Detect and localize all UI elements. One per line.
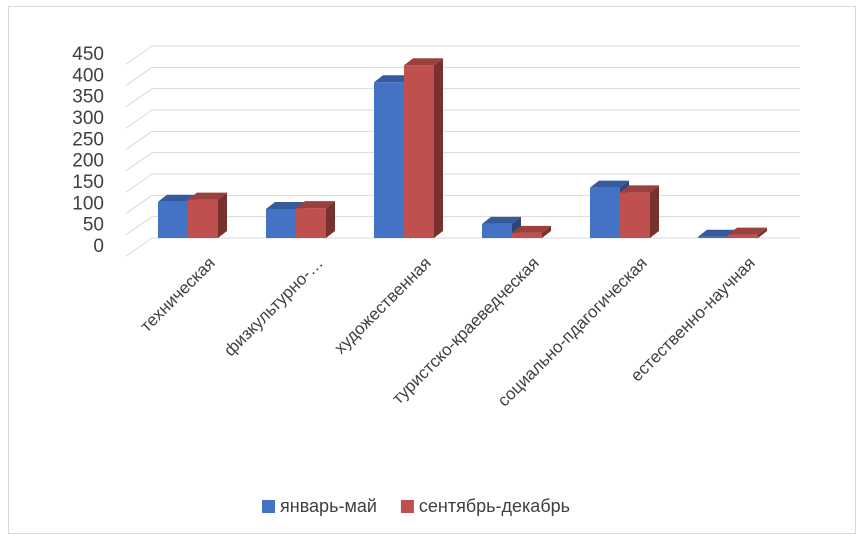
bar-top bbox=[728, 227, 767, 235]
gridline-depth bbox=[125, 130, 153, 150]
bar-top bbox=[266, 201, 305, 209]
bar-side bbox=[434, 58, 443, 239]
bar-front bbox=[728, 234, 758, 238]
bar-front bbox=[482, 223, 512, 238]
bar-front bbox=[404, 65, 434, 238]
bar-side bbox=[218, 192, 227, 238]
bar-top bbox=[158, 194, 197, 202]
bar-top bbox=[404, 58, 443, 66]
bar bbox=[404, 58, 443, 239]
gridline-depth bbox=[125, 66, 153, 86]
bar-front bbox=[266, 208, 296, 238]
gridline-depth bbox=[125, 152, 153, 172]
y-tick-label: 50 bbox=[83, 215, 104, 236]
y-tick-label: 100 bbox=[72, 193, 104, 214]
bar-top bbox=[374, 75, 413, 83]
bar-top bbox=[296, 201, 335, 209]
category-label: художественная bbox=[331, 253, 435, 357]
gridline-depth bbox=[125, 88, 153, 108]
y-tick-label: 250 bbox=[72, 129, 104, 150]
legend-swatch bbox=[262, 500, 275, 513]
bar-side bbox=[650, 185, 659, 238]
y-tick-label: 300 bbox=[72, 108, 104, 129]
bar bbox=[296, 201, 335, 238]
gridline-depth bbox=[125, 237, 153, 257]
legend: январь-май сентябрь-декабрь bbox=[262, 496, 570, 516]
y-tick-label: 0 bbox=[93, 236, 104, 257]
category-label: техническая bbox=[137, 253, 219, 335]
legend-label: январь-май bbox=[280, 496, 377, 516]
y-tick-label: 200 bbox=[72, 151, 104, 172]
bar-top bbox=[512, 225, 551, 233]
x-axis-categories: техническая физкультурно-… художественнаят… bbox=[137, 253, 759, 410]
gridline-depth bbox=[125, 173, 153, 193]
bar-front bbox=[698, 236, 728, 238]
category-label: естественно-научная bbox=[627, 253, 759, 385]
bars bbox=[158, 58, 767, 239]
y-tick-label: 400 bbox=[72, 65, 104, 86]
bar-front bbox=[374, 82, 404, 239]
bar-front bbox=[296, 208, 326, 238]
bar-top bbox=[698, 229, 737, 237]
bar-front bbox=[620, 192, 650, 238]
bar-side bbox=[758, 227, 767, 238]
bar bbox=[728, 227, 767, 238]
bar-top bbox=[482, 216, 521, 224]
bar-front bbox=[158, 201, 188, 238]
gridline-depth bbox=[125, 45, 153, 65]
bar-top bbox=[188, 192, 227, 200]
bar-side bbox=[542, 225, 551, 238]
bar-side bbox=[326, 201, 335, 238]
bar bbox=[512, 225, 551, 238]
y-tick-label: 450 bbox=[72, 44, 104, 65]
bar-front bbox=[188, 199, 218, 238]
bar-top bbox=[590, 180, 629, 188]
bar-front bbox=[512, 232, 542, 238]
grid-lines bbox=[125, 45, 800, 257]
gridline-depth bbox=[125, 216, 153, 236]
gridline-depth bbox=[125, 194, 153, 214]
legend-swatch bbox=[400, 500, 414, 513]
gridline-depth bbox=[125, 109, 153, 129]
bar bbox=[188, 192, 227, 238]
y-tick-label: 150 bbox=[72, 172, 104, 193]
bar bbox=[620, 185, 659, 238]
bar-top bbox=[620, 185, 659, 193]
y-tick-label: 350 bbox=[72, 87, 104, 108]
bar-front bbox=[590, 187, 620, 238]
category-label: физкультурно-… bbox=[220, 253, 327, 360]
legend-label: сентябрь-декабрь bbox=[419, 496, 570, 516]
